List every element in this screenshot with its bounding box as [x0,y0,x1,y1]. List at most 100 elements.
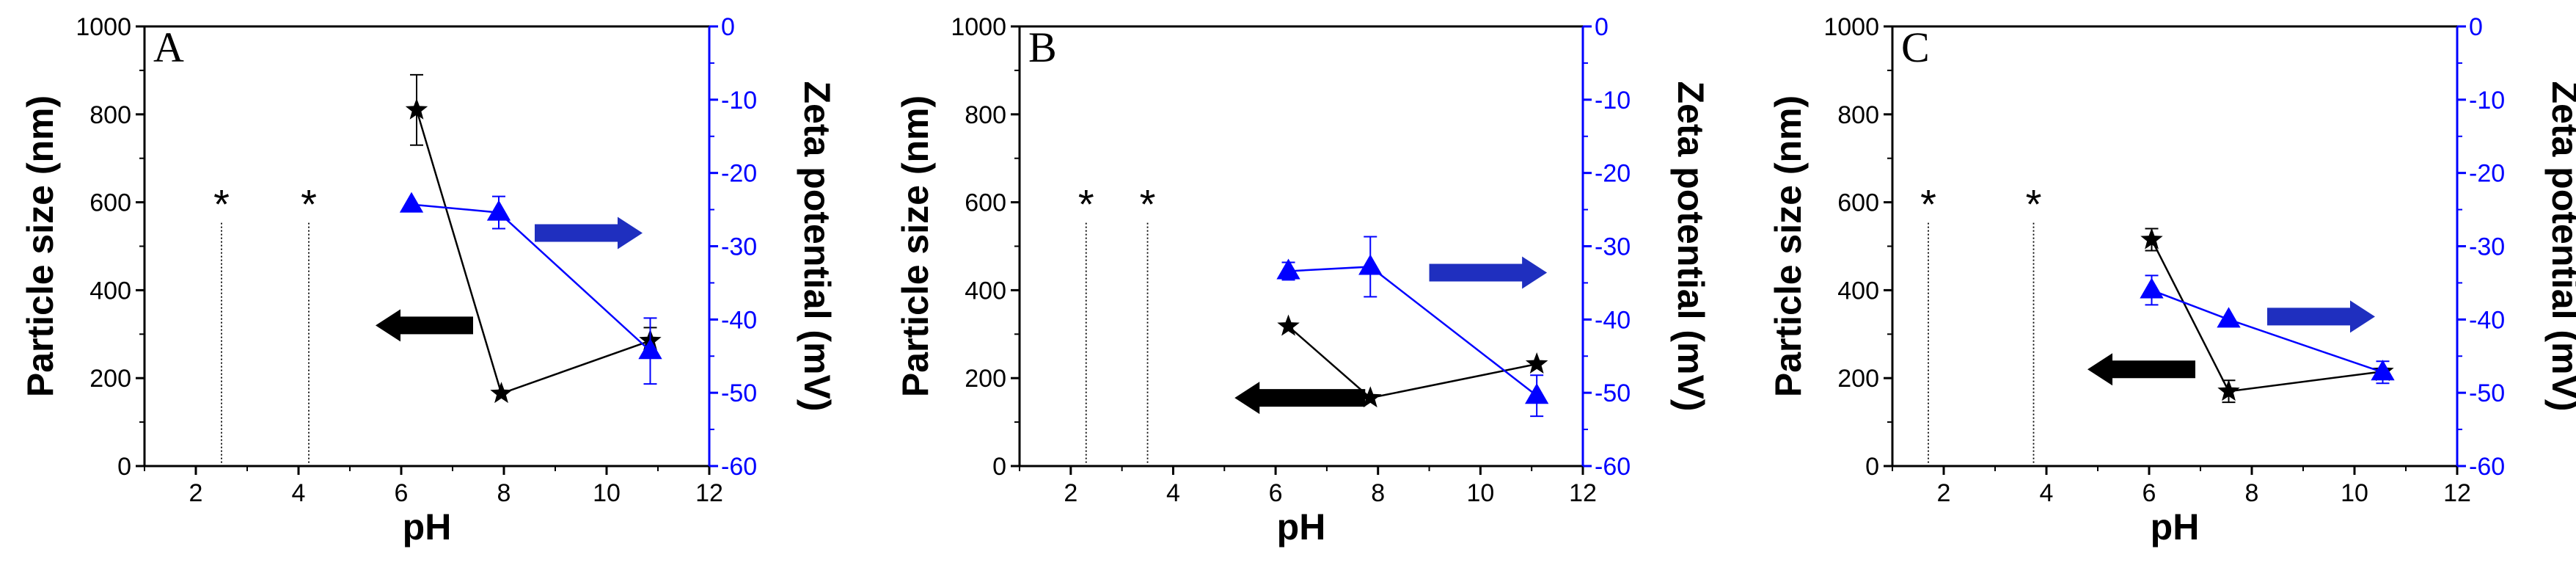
asterisk-marker: * [1078,181,1094,228]
asterisk-marker: * [1920,181,1936,228]
right-arrow-zeta-potential [2267,300,2375,333]
right-y-tick-label: -30 [2469,233,2505,261]
left-y-tick-label: 1000 [951,13,1006,41]
zeta-potential-point [638,338,662,360]
particle-size-point [2140,228,2163,250]
asterisk-marker: * [2026,181,2042,228]
left-y-axis-title: Particle size (nm) [895,95,936,397]
left-y-tick-label: 200 [965,365,1006,393]
x-tick-label: 2 [1064,479,1077,507]
right-y-tick-label: -60 [1595,453,1631,481]
zeta-potential-point [2217,307,2241,328]
zeta-potential-point [399,192,424,213]
panel-letter: B [1028,23,1057,71]
x-tick-label: 6 [1269,479,1283,507]
right-y-tick-label: 0 [1595,13,1609,41]
x-tick-label: 6 [395,479,409,507]
right-arrow-zeta-potential [1429,256,1548,289]
panel-b: 2 4 6 8 10 12 0 200 400 600 800 1000 0 -10 -20 -30 -40 -5… [895,13,1711,548]
right-y-tick-label: 0 [2469,13,2483,41]
particle-size-point [405,98,428,120]
left-arrow-particle-size [376,309,473,342]
right-y-tick-label: -60 [721,453,757,481]
right-y-tick-label: -20 [1595,160,1631,188]
x-tick-label: 8 [2245,479,2259,507]
right-y-axis-title: Zeta potential (mV) [1670,81,1711,411]
left-y-tick-label: 1000 [1823,13,1879,41]
x-tick-label: 10 [2341,479,2368,507]
left-y-tick-label: 600 [965,189,1006,217]
right-y-tick-label: -10 [721,87,757,114]
left-y-tick-label: 200 [89,365,131,393]
right-y-tick-label: -50 [2469,379,2505,407]
zeta-potential-point [2140,277,2164,299]
left-y-tick-label: 1000 [76,13,131,41]
x-tick-label: 12 [2443,479,2471,507]
x-tick-label: 12 [695,479,723,507]
right-arrow-zeta-potential [535,217,643,250]
right-y-tick-label: -10 [1595,87,1631,114]
right-y-tick-label: -40 [2469,306,2505,334]
x-tick-label: 10 [593,479,621,507]
right-y-tick-label: -30 [1595,233,1631,261]
right-y-tick-label: -60 [2469,453,2505,481]
left-y-axis-title: Particle size (nm) [1768,95,1809,397]
left-y-tick-label: 600 [89,189,131,217]
right-y-tick-label: -20 [2469,160,2505,188]
left-y-tick-label: 0 [992,453,1006,481]
x-axis-title: pH [403,506,452,548]
right-y-tick-label: -40 [1595,306,1631,334]
particle-size-point [490,382,513,404]
x-tick-label: 4 [292,479,306,507]
panel-c: 2 4 6 8 10 12 0 200 400 600 800 1000 0 -10 -20 -30 -40 -5… [1768,13,2576,548]
particle-size-point [2217,379,2240,401]
right-y-tick-label: -10 [2469,87,2505,114]
x-tick-label: 6 [2143,479,2156,507]
zeta-potential-point [486,200,511,221]
right-y-tick-label: -50 [1595,379,1631,407]
x-tick-label: 12 [1569,479,1597,507]
x-axis-title: pH [2151,506,2200,548]
left-y-tick-label: 800 [1837,101,1879,129]
left-y-tick-label: 0 [117,453,131,481]
right-y-tick-label: -50 [721,379,757,407]
x-tick-label: 8 [497,479,511,507]
zeta-potential-line [2151,289,2383,374]
asterisk-marker: * [301,181,317,228]
left-arrow-particle-size [1234,382,1366,415]
particle-size-point [1359,386,1382,408]
left-y-tick-label: 400 [89,277,131,305]
right-y-tick-label: 0 [721,13,735,41]
x-tick-label: 2 [1937,479,1951,507]
left-y-tick-label: 600 [1837,189,1879,217]
right-y-tick-label: -40 [721,306,757,334]
left-y-tick-label: 800 [89,101,131,129]
particle-size-point [1277,314,1300,336]
right-y-axis-title: Zeta potential (mV) [797,81,838,411]
particle-size-line [1287,325,1537,399]
zeta-potential-point [2371,360,2395,381]
particle-size-line [415,109,651,395]
left-y-tick-label: 0 [1865,453,1879,481]
zeta-potential-point [1525,383,1549,404]
right-y-axis-title: Zeta potential (mV) [2544,81,2576,411]
particle-size-point [1525,352,1548,374]
zeta-potential-line [1288,266,1537,397]
left-y-tick-label: 400 [1837,277,1879,305]
panel-a: 2 4 6 8 10 12 0 200 400 600 800 1000 0 -10 -20 -30 -40 -5… [20,13,838,548]
right-y-tick-label: -20 [721,160,757,188]
zeta-potential-point [1276,258,1300,280]
x-tick-label: 4 [1166,479,1180,507]
x-tick-label: 2 [189,479,203,507]
x-tick-label: 4 [2040,479,2054,507]
asterisk-marker: * [1140,181,1156,228]
left-y-tick-label: 200 [1837,365,1879,393]
left-y-tick-label: 800 [965,101,1006,129]
x-tick-label: 10 [1466,479,1494,507]
left-y-axis-title: Particle size (nm) [20,95,61,397]
panel-letter: C [1901,23,1930,71]
zeta-potential-point [1358,254,1383,275]
left-y-tick-label: 400 [965,277,1006,305]
